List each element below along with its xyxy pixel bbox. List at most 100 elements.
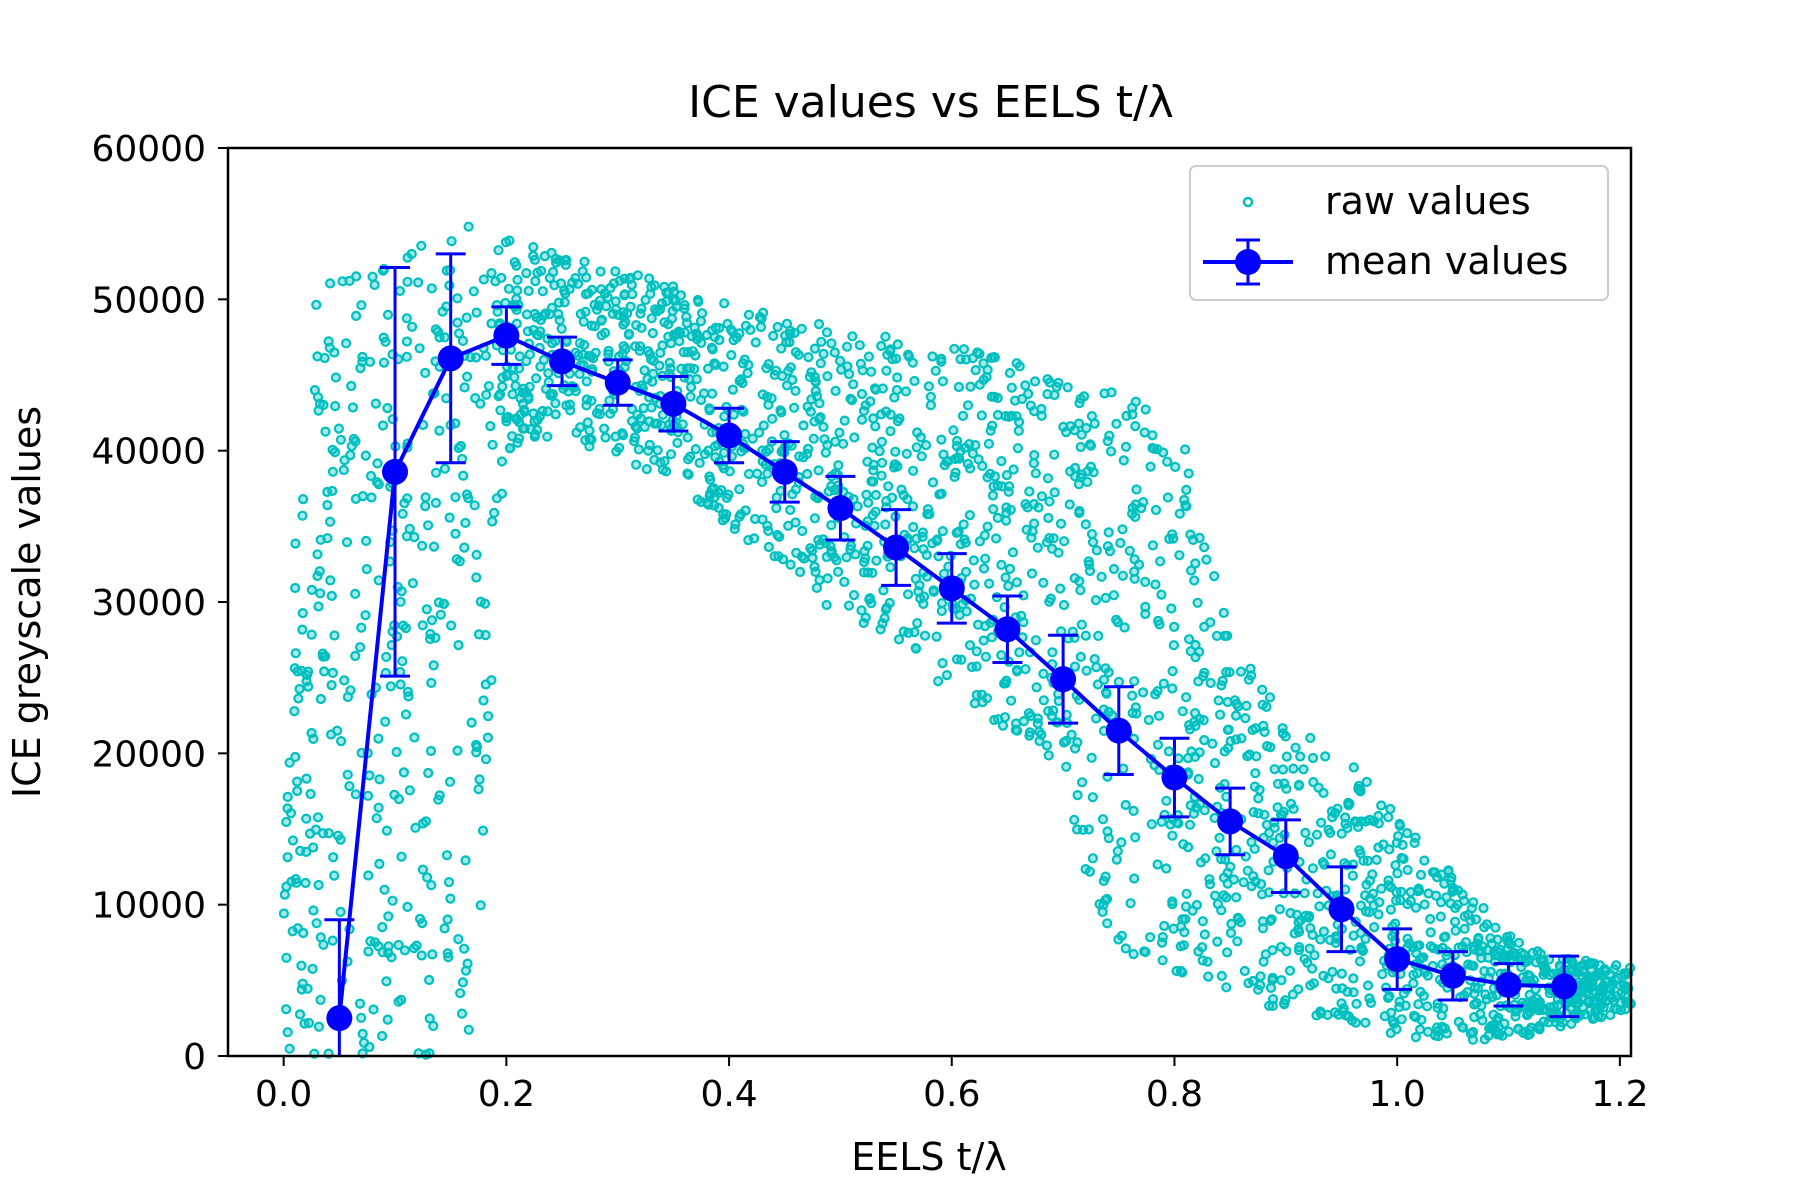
raw-point	[289, 705, 300, 717]
raw-point	[395, 679, 406, 690]
raw-point	[446, 620, 457, 631]
raw-point	[1038, 577, 1049, 588]
raw-point	[706, 342, 718, 353]
raw-point	[373, 575, 384, 586]
raw-point	[948, 425, 959, 436]
raw-point	[355, 641, 366, 653]
raw-point	[758, 420, 769, 431]
raw-point	[350, 588, 361, 600]
raw-point	[664, 357, 675, 368]
raw-point	[932, 675, 944, 687]
raw-point	[1255, 971, 1266, 982]
raw-point	[931, 631, 942, 642]
raw-point	[1119, 622, 1130, 633]
raw-point	[461, 312, 472, 323]
raw-point	[1043, 705, 1054, 717]
raw-point	[847, 331, 858, 342]
raw-point	[1154, 619, 1165, 630]
raw-point	[627, 289, 638, 300]
raw-point	[607, 308, 619, 319]
raw-point	[425, 745, 437, 757]
raw-point	[692, 294, 704, 306]
raw-point	[379, 884, 390, 895]
raw-point	[1043, 750, 1054, 761]
raw-point	[843, 600, 855, 611]
raw-point	[1204, 879, 1216, 890]
raw-point	[336, 735, 347, 747]
raw-point	[1548, 1007, 1559, 1018]
raw-point	[810, 566, 821, 578]
raw-point	[885, 426, 896, 437]
raw-point	[1305, 732, 1316, 744]
raw-point	[462, 371, 473, 382]
raw-point	[1435, 911, 1446, 922]
raw-point	[1276, 975, 1287, 986]
raw-point	[1041, 740, 1053, 751]
raw-point	[333, 830, 344, 841]
raw-point	[1157, 447, 1169, 458]
raw-point	[907, 357, 918, 368]
raw-point	[1555, 1021, 1566, 1032]
raw-point	[1463, 909, 1474, 921]
raw-point	[398, 767, 409, 778]
raw-point	[1013, 425, 1024, 436]
raw-point	[1293, 926, 1305, 938]
raw-point	[1034, 726, 1045, 737]
raw-point	[1166, 603, 1177, 614]
raw-point	[891, 384, 903, 396]
raw-point	[1004, 563, 1016, 575]
raw-point	[1436, 1021, 1448, 1032]
raw-point	[1239, 965, 1250, 977]
raw-point	[1288, 763, 1299, 774]
raw-point	[1450, 925, 1461, 936]
raw-point	[603, 349, 614, 360]
raw-point	[1405, 895, 1416, 907]
raw-point	[414, 343, 425, 354]
raw-point	[1300, 827, 1311, 839]
raw-point	[986, 632, 998, 643]
raw-point	[774, 531, 785, 542]
raw-point	[1246, 880, 1257, 892]
raw-point	[1171, 965, 1182, 977]
raw-point	[501, 370, 512, 381]
raw-point	[781, 337, 792, 348]
raw-point	[1184, 819, 1196, 830]
raw-point	[1202, 956, 1213, 967]
raw-point	[1327, 812, 1338, 823]
raw-point	[727, 384, 739, 395]
raw-point	[1011, 577, 1023, 588]
raw-point	[512, 285, 523, 296]
raw-point	[1001, 502, 1012, 513]
raw-point	[1394, 820, 1406, 832]
raw-point	[1430, 1030, 1441, 1041]
raw-point	[1259, 726, 1270, 738]
raw-point	[814, 574, 825, 586]
raw-point	[550, 253, 561, 264]
legend-box	[1189, 165, 1609, 301]
raw-point	[822, 371, 833, 382]
raw-point	[501, 416, 512, 427]
raw-point	[983, 578, 995, 589]
raw-point	[322, 500, 333, 511]
raw-point	[830, 385, 841, 396]
raw-point	[1232, 936, 1243, 947]
raw-point	[1076, 777, 1088, 788]
y-axis: 0 10000 20000 30000 40000 50000 60000	[91, 129, 228, 1078]
raw-point	[300, 877, 311, 889]
raw-point	[312, 812, 324, 823]
raw-point	[443, 951, 454, 963]
raw-point	[798, 553, 810, 564]
raw-point	[1128, 805, 1139, 817]
raw-point	[1473, 933, 1484, 945]
raw-point	[937, 657, 948, 669]
raw-point	[958, 519, 969, 530]
raw-point	[442, 914, 453, 925]
raw-point	[1011, 358, 1022, 369]
raw-point	[716, 485, 727, 496]
raw-point	[1505, 931, 1516, 942]
raw-point	[1111, 614, 1122, 625]
raw-point	[480, 754, 492, 765]
raw-point	[1005, 695, 1017, 706]
raw-point	[892, 416, 904, 427]
raw-point	[374, 774, 385, 785]
